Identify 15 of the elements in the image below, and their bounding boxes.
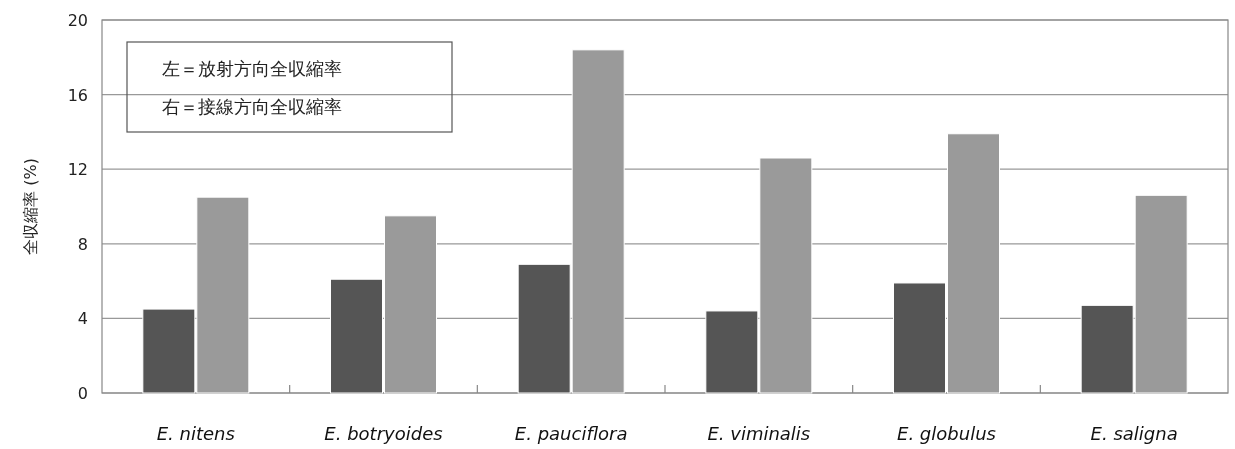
annotation: 右＝接線方向全収縮率 — [162, 96, 342, 117]
x-tick-label: E. pauciflora — [514, 423, 628, 444]
y-tick-label: 8 — [77, 234, 88, 254]
y-tick-label: 16 — [67, 85, 88, 105]
x-tick-label: E. globulus — [897, 423, 996, 444]
x-tick-label: E. saligna — [1090, 423, 1178, 444]
y-tick-label: 20 — [67, 11, 88, 30]
y-tick-label: 12 — [67, 160, 88, 180]
y-tick-label: 0 — [77, 384, 88, 403]
annotation: 左＝放射方向全収縮率 — [162, 58, 342, 79]
y-axis-title: 全収縮率 (%) — [21, 158, 40, 255]
x-tick-label: E. nitens — [156, 423, 235, 444]
y-tick-label: 4 — [77, 309, 88, 329]
x-tick-label: E. botryoides — [324, 423, 443, 444]
x-tick-label: E. viminalis — [707, 423, 811, 444]
